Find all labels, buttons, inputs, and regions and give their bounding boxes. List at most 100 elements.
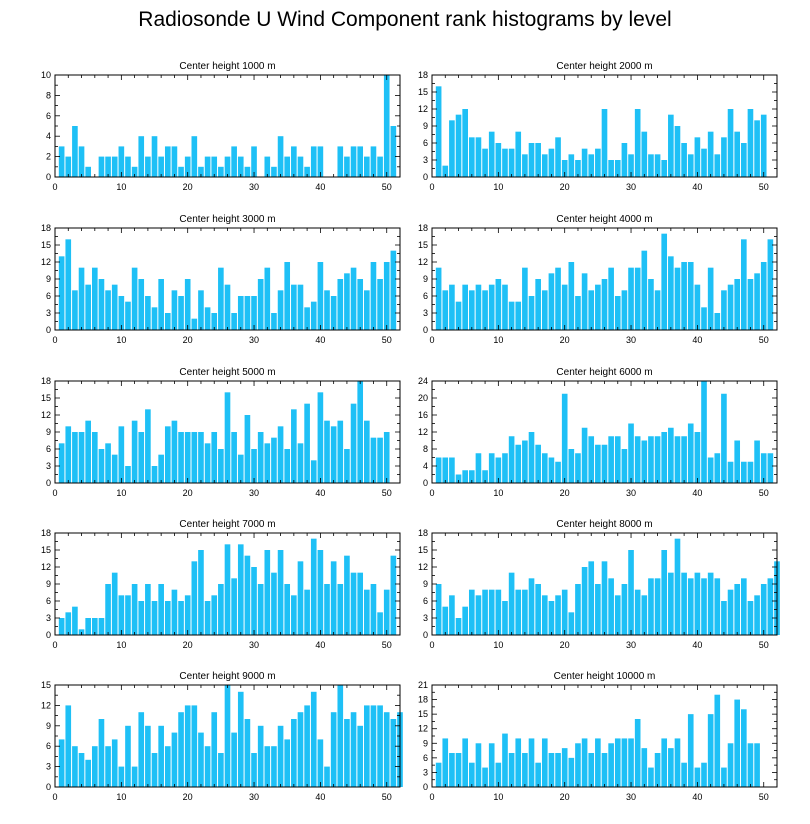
x-tick-label: 10 — [493, 640, 503, 650]
histogram-bar — [184, 705, 191, 787]
histogram-bar — [707, 131, 714, 177]
y-tick-label: 15 — [41, 240, 51, 250]
histogram-bar — [468, 762, 475, 787]
histogram-bar — [58, 739, 65, 787]
histogram-bar — [224, 156, 231, 177]
histogram-bar — [257, 584, 264, 635]
panel-title: Center height 7000 m — [179, 519, 275, 530]
histogram-bar — [184, 432, 191, 483]
histogram-bar — [502, 148, 508, 177]
histogram-bar — [231, 732, 237, 787]
y-tick-label: 3 — [423, 613, 428, 623]
x-tick-label: 40 — [692, 488, 702, 498]
histogram-bar — [714, 453, 721, 483]
histogram-bar — [111, 284, 118, 330]
y-tick-label: 6 — [423, 291, 428, 301]
histogram-bar — [257, 279, 264, 330]
histogram-bar — [634, 109, 641, 177]
histogram-bar — [522, 440, 528, 483]
histogram-bar — [317, 146, 324, 177]
histogram-bar — [727, 109, 734, 177]
x-tick-label: 0 — [52, 335, 57, 345]
histogram-bar — [291, 409, 297, 483]
x-tick-label: 10 — [493, 488, 503, 498]
x-tick-label: 20 — [183, 488, 193, 498]
histogram-bar — [588, 561, 595, 635]
histogram-bar — [317, 262, 324, 330]
histogram-bar — [495, 279, 502, 330]
histogram-bar — [581, 273, 588, 330]
histogram-bar — [634, 436, 641, 483]
histogram-bar — [581, 567, 588, 635]
histogram-bar — [364, 290, 370, 330]
histogram-bar — [435, 86, 442, 177]
histogram-bar — [555, 595, 561, 635]
histogram-bar — [304, 307, 310, 330]
histogram-bar — [621, 143, 628, 177]
histogram-bar — [502, 453, 508, 483]
histogram-bar — [668, 427, 674, 483]
panel-title: Center height 1000 m — [179, 61, 275, 72]
histogram-bar — [522, 154, 528, 177]
histogram-bar — [741, 239, 747, 330]
histogram-bar — [648, 279, 654, 330]
histogram-bar — [601, 109, 608, 177]
histogram-bar — [284, 739, 291, 787]
histogram-bar — [468, 290, 475, 330]
histogram-bar — [442, 165, 449, 177]
x-tick-label: 10 — [116, 640, 126, 650]
histogram-bar — [350, 712, 357, 787]
histogram-bar — [628, 550, 634, 635]
x-tick-label: 40 — [315, 335, 325, 345]
x-tick-label: 10 — [493, 182, 503, 192]
histogram-bar — [767, 578, 774, 635]
histogram-bar — [377, 156, 383, 177]
histogram-bar — [648, 154, 654, 177]
histogram-bar — [350, 403, 357, 483]
histogram-bar — [251, 146, 257, 177]
y-tick-label: 6 — [46, 741, 51, 751]
histogram-bar — [297, 156, 304, 177]
histogram-bar — [218, 449, 224, 483]
histogram-bar — [694, 572, 701, 635]
histogram-bar — [707, 714, 714, 787]
histogram-bar — [535, 279, 541, 330]
histogram-bar — [310, 460, 317, 483]
y-tick-label: 12 — [418, 257, 428, 267]
histogram-bar — [442, 606, 449, 635]
histogram-bar — [244, 415, 251, 483]
histogram-bar — [337, 584, 344, 635]
histogram-bar — [184, 595, 191, 635]
histogram-bar — [694, 767, 701, 787]
histogram-bar — [747, 461, 754, 483]
histogram-bar — [468, 137, 475, 177]
histogram-bar — [668, 572, 674, 635]
histogram-bar — [357, 572, 364, 635]
histogram-bar — [383, 75, 390, 177]
histogram-bar — [244, 719, 251, 787]
y-tick-label: 18 — [41, 528, 51, 538]
histogram-bar — [541, 453, 548, 483]
histogram-bar — [377, 612, 383, 635]
histogram-bar — [171, 420, 178, 483]
histogram-bar — [767, 453, 774, 483]
histogram-bar — [648, 767, 654, 787]
histogram-bar — [178, 432, 184, 483]
histogram-bar — [118, 766, 125, 787]
histogram-bar — [601, 444, 608, 483]
histogram-bar — [561, 284, 568, 330]
histogram-bar — [535, 444, 541, 483]
histogram-bar — [224, 685, 231, 787]
y-tick-label: 15 — [418, 709, 428, 719]
y-tick-label: 9 — [46, 721, 51, 731]
histogram-bar — [701, 578, 707, 635]
y-tick-label: 3 — [423, 308, 428, 318]
histogram-bar — [608, 436, 614, 483]
histogram-bar — [608, 160, 614, 177]
histogram-bar — [118, 146, 125, 177]
y-tick-label: 16 — [418, 410, 428, 420]
histogram-bar — [198, 732, 204, 787]
histogram-bar — [271, 746, 277, 787]
y-tick-label: 15 — [418, 87, 428, 97]
y-tick-label: 2 — [46, 152, 51, 162]
